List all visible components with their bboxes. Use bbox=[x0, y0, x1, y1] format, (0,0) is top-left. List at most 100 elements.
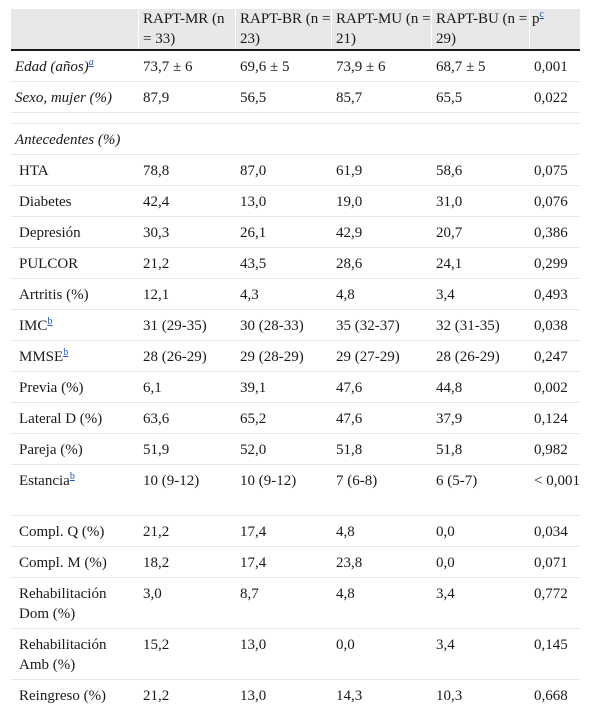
footnote-link-b[interactable]: b bbox=[47, 316, 53, 327]
table-row: Rehabilitación Dom (%) 3,0 8,7 4,8 3,4 0,772 bbox=[11, 578, 580, 629]
table-cell: 39,1 bbox=[235, 372, 331, 402]
table-cell-text: 21,2 bbox=[143, 688, 170, 704]
table-cell-text: 3,4 bbox=[436, 287, 455, 303]
table-cell-text: 28 (26-29) bbox=[436, 349, 500, 365]
column-header-text: RAPT-BR (n = 23) bbox=[240, 11, 331, 47]
table-row: Sexo, mujer (%) 87,9 56,5 85,7 65,5 0,022 bbox=[11, 82, 580, 113]
section-row: Antecedentes (%) bbox=[11, 124, 580, 155]
row-label: HTA bbox=[11, 155, 138, 185]
column-header: RAPT-BR (n = 23) bbox=[235, 9, 331, 49]
row-label-text: IMC bbox=[19, 318, 48, 334]
table-cell-text: 0,001 bbox=[534, 59, 568, 75]
table-cell: 28 (26-29) bbox=[138, 341, 235, 371]
table-cell-text: 14,3 bbox=[336, 688, 363, 704]
row-label: Estanciab bbox=[11, 465, 138, 515]
row-label: PULCOR bbox=[11, 248, 138, 278]
table-cell: 10,3 bbox=[431, 680, 529, 717]
table-cell: 65,2 bbox=[235, 403, 331, 433]
table-cell-text: 29 (28-29) bbox=[240, 349, 304, 365]
table-cell: 6 (5-7) bbox=[431, 465, 529, 515]
row-label: Reingreso (%) bbox=[11, 680, 138, 717]
table-cell: 15,2 bbox=[138, 629, 235, 679]
table-cell: 32 (31-35) bbox=[431, 310, 529, 340]
row-label: Compl. M (%) bbox=[11, 547, 138, 577]
table-row: Diabetes 42,4 13,0 19,0 31,0 0,076 bbox=[11, 186, 580, 217]
column-header: RAPT-MU (n = 21) bbox=[331, 9, 431, 49]
table-row: Estanciab 10 (9-12) 10 (9-12) 7 (6-8) 6 (5-7… bbox=[11, 465, 580, 516]
table-cell: 31 (29-35) bbox=[138, 310, 235, 340]
table-row: Depresión 30,3 26,1 42,9 20,7 0,386 bbox=[11, 217, 580, 248]
table-cell-text: 15,2 bbox=[143, 637, 170, 653]
table-cell-text: 47,6 bbox=[336, 380, 363, 396]
table-cell-text: 44,8 bbox=[436, 380, 463, 396]
table-cell: 0,145 bbox=[529, 629, 580, 679]
table-cell: 4,3 bbox=[235, 279, 331, 309]
table-cell-text: 4,8 bbox=[336, 287, 355, 303]
footnote-link-b[interactable]: b bbox=[63, 347, 69, 358]
row-label: Pareja (%) bbox=[11, 434, 138, 464]
table-cell-text: 10,3 bbox=[436, 688, 463, 704]
column-header-text: RAPT-MU (n = 21) bbox=[336, 11, 431, 47]
spacer-row bbox=[11, 113, 580, 124]
table-cell-text: 10 (9-12) bbox=[240, 473, 297, 489]
row-label: Rehabilitación Dom (%) bbox=[11, 578, 138, 628]
table-cell: 13,0 bbox=[235, 629, 331, 679]
table-cell: 0,034 bbox=[529, 516, 580, 546]
table-cell-text: 85,7 bbox=[336, 90, 363, 106]
table-header: RAPT-MR (n = 33) RAPT-BR (n = 23) RAPT-MU … bbox=[11, 9, 580, 51]
section-label-text: Antecedentes (%) bbox=[15, 132, 121, 148]
table-cell: 43,5 bbox=[235, 248, 331, 278]
table-cell-text: 24,1 bbox=[436, 256, 463, 272]
table-cell-text: 26,1 bbox=[240, 225, 267, 241]
table-cell: 17,4 bbox=[235, 547, 331, 577]
table-cell: 21,2 bbox=[138, 680, 235, 717]
table-cell: 0,075 bbox=[529, 155, 580, 185]
table-cell-text: 0,299 bbox=[534, 256, 568, 272]
table-cell-text: 8,7 bbox=[240, 586, 259, 602]
table-cell: 61,9 bbox=[331, 155, 431, 185]
table-cell-text: 73,7 ± 6 bbox=[143, 59, 193, 75]
table-cell: 3,4 bbox=[431, 578, 529, 628]
table-cell: 3,4 bbox=[431, 629, 529, 679]
table-cell-text: 12,1 bbox=[143, 287, 170, 303]
table-cell: 0,247 bbox=[529, 341, 580, 371]
table-cell-text: 13,0 bbox=[240, 194, 267, 210]
table-cell: 14,3 bbox=[331, 680, 431, 717]
row-label-text: Rehabilitación Amb (%) bbox=[19, 637, 107, 673]
row-label-text: Lateral D (%) bbox=[19, 411, 103, 427]
column-header-text: p bbox=[532, 11, 540, 27]
table-cell-text: 42,4 bbox=[143, 194, 170, 210]
table-cell-text: 3,0 bbox=[143, 586, 162, 602]
table-cell: 51,9 bbox=[138, 434, 235, 464]
table-cell: 3,0 bbox=[138, 578, 235, 628]
footnote-link-c[interactable]: c bbox=[539, 9, 544, 20]
table-cell: 37,9 bbox=[431, 403, 529, 433]
table-cell-text: 3,4 bbox=[436, 637, 455, 653]
table-cell-text: 43,5 bbox=[240, 256, 267, 272]
table-cell-text: 28,6 bbox=[336, 256, 363, 272]
table-cell: 17,4 bbox=[235, 516, 331, 546]
table-cell: 87,9 bbox=[138, 82, 235, 112]
table-cell: 85,7 bbox=[331, 82, 431, 112]
table-cell-text: 0,0 bbox=[336, 637, 355, 653]
table-row: Compl. Q (%) 21,2 17,4 4,8 0,0 0,034 bbox=[11, 516, 580, 547]
table-cell-text: 0,772 bbox=[534, 586, 568, 602]
table-cell: 78,8 bbox=[138, 155, 235, 185]
table-cell-text: 0,0 bbox=[436, 555, 455, 571]
table-cell-text: 0,022 bbox=[534, 90, 568, 106]
table-row: MMSEb 28 (26-29) 29 (28-29) 29 (27-29) 28 (2… bbox=[11, 341, 580, 372]
table-cell: 6,1 bbox=[138, 372, 235, 402]
table-cell-text: 35 (32-37) bbox=[336, 318, 400, 334]
table-cell-text: 0,038 bbox=[534, 318, 568, 334]
table-cell: 28 (26-29) bbox=[431, 341, 529, 371]
column-header: pc bbox=[529, 9, 580, 49]
table-cell-text: 0,982 bbox=[534, 442, 568, 458]
table-row: Compl. M (%) 18,2 17,4 23,8 0,0 0,071 bbox=[11, 547, 580, 578]
table-cell-text: 78,8 bbox=[143, 163, 170, 179]
table-cell-text: 61,9 bbox=[336, 163, 363, 179]
footnote-link-a[interactable]: a bbox=[88, 57, 94, 68]
column-header-text: RAPT-BU (n = 29) bbox=[436, 11, 528, 47]
row-label: MMSEb bbox=[11, 341, 138, 371]
footnote-link-b[interactable]: b bbox=[69, 471, 75, 482]
table-cell-text: 0,668 bbox=[534, 688, 568, 704]
